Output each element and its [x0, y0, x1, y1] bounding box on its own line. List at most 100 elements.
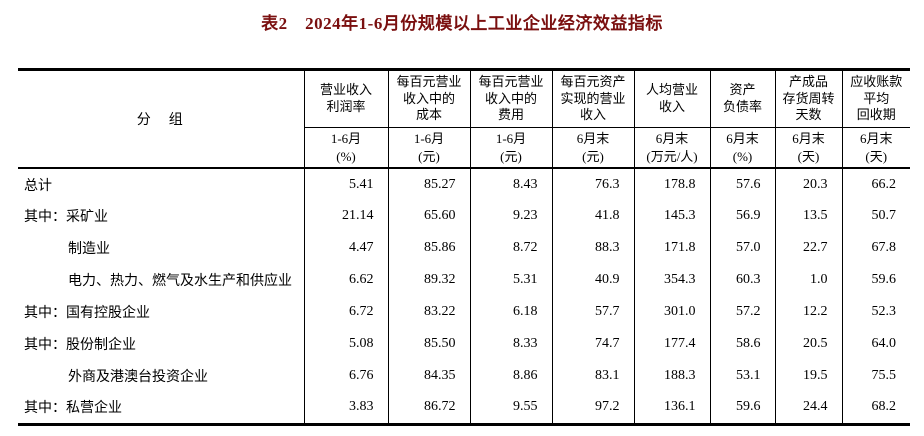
cell-value: 59.6: [841, 264, 910, 297]
cell-value: 1.0: [774, 264, 842, 297]
cell-value: 85.50: [387, 328, 470, 361]
cell-value: 60.3: [709, 264, 775, 297]
cell-value: 24.4: [774, 392, 842, 425]
row-label: 其中：采矿业: [24, 210, 108, 226]
cell-value: 40.9: [551, 264, 634, 297]
cell-value: 57.7: [551, 296, 634, 329]
cell-value: 5.31: [469, 264, 552, 297]
cell-value: 12.2: [774, 296, 842, 329]
cell-value: 177.4: [633, 328, 710, 361]
column-subheader-receivables-period: 6月末 (天): [841, 127, 910, 170]
cell-value: 6.62: [303, 264, 388, 297]
row-label: 总计: [24, 178, 52, 194]
economic-indicators-table: 分 组 营业收入 利润率 每百元营业 收入中的 成本 每百元营业 收入中的 费用…: [18, 68, 910, 426]
row-label: 外商及港澳台投资企业: [68, 370, 208, 386]
table-title: 表2 2024年1-6月份规模以上工业企业经济效益指标: [261, 14, 663, 33]
cell-value: 57.0: [709, 232, 775, 265]
cell-value: 22.7: [774, 232, 842, 265]
table-row-foreign-invested: 外商及港澳台投资企业 6.76 84.35 8.86 83.1 188.3 53…: [18, 360, 910, 393]
cell-value: 188.3: [633, 360, 710, 393]
cell-value: 76.3: [551, 168, 634, 201]
cell-value: 145.3: [633, 200, 710, 233]
cell-value: 354.3: [633, 264, 710, 297]
column-header-inventory-turnover: 产成品 存货周转 天数: [774, 69, 842, 128]
row-label: 制造业: [68, 242, 110, 258]
cell-value: 19.5: [774, 360, 842, 393]
column-header-receivables-period: 应收账款 平均 回收期: [841, 69, 910, 128]
column-subheader-profit-margin: 1-6月 (%): [303, 127, 388, 170]
cell-value: 56.9: [709, 200, 775, 233]
table-row-mining: 其中：采矿业 21.14 65.60 9.23 41.8 145.3 56.9 …: [18, 200, 910, 233]
table-row-private: 其中：私营企业 3.83 86.72 9.55 97.2 136.1 59.6 …: [18, 392, 910, 425]
cell-value: 74.7: [551, 328, 634, 361]
table-body: 总计 5.41 85.27 8.43 76.3 178.8 57.6 20.3 …: [18, 168, 910, 425]
cell-value: 9.23: [469, 200, 552, 233]
cell-value: 41.8: [551, 200, 634, 233]
table-row-total: 总计 5.41 85.27 8.43 76.3 178.8 57.6 20.3 …: [18, 168, 910, 201]
cell-value: 85.27: [387, 168, 470, 201]
cell-value: 8.43: [469, 168, 552, 201]
row-label: 其中：国有控股企业: [24, 306, 150, 322]
cell-value: 85.86: [387, 232, 470, 265]
cell-value: 75.5: [841, 360, 910, 393]
cell-value: 83.1: [551, 360, 634, 393]
cell-value: 3.83: [303, 392, 388, 425]
cell-value: 8.72: [469, 232, 552, 265]
cell-value: 21.14: [303, 200, 388, 233]
cell-value: 57.6: [709, 168, 775, 201]
cell-value: 83.22: [387, 296, 470, 329]
column-subheader-revenue-per-assets: 6月末 (元): [551, 127, 634, 170]
cell-value: 13.5: [774, 200, 842, 233]
column-header-debt-ratio: 资产 负债率: [709, 69, 775, 128]
cell-value: 20.5: [774, 328, 842, 361]
row-label: 电力、热力、燃气及水生产和供应业: [68, 274, 292, 290]
cell-value: 89.32: [387, 264, 470, 297]
row-label: 其中：私营企业: [24, 401, 122, 417]
cell-value: 5.08: [303, 328, 388, 361]
row-label: 其中：股份制企业: [24, 338, 136, 354]
header-row-titles: 分 组 营业收入 利润率 每百元营业 收入中的 成本 每百元营业 收入中的 费用…: [18, 69, 910, 170]
table-row-utilities: 电力、热力、燃气及水生产和供应业 6.62 89.32 5.31 40.9 35…: [18, 264, 910, 297]
column-header-group: 分 组: [18, 69, 304, 170]
cell-value: 66.2: [841, 168, 910, 201]
cell-value: 64.0: [841, 328, 910, 361]
cell-value: 171.8: [633, 232, 710, 265]
table-row-manufacturing: 制造业 4.47 85.86 8.72 88.3 171.8 57.0 22.7…: [18, 232, 910, 265]
cell-value: 301.0: [633, 296, 710, 329]
cell-value: 5.41: [303, 168, 388, 201]
cell-value: 57.2: [709, 296, 775, 329]
table-header: 分 组 营业收入 利润率 每百元营业 收入中的 成本 每百元营业 收入中的 费用…: [18, 69, 910, 170]
column-subheader-expense-per-100: 1-6月 (元): [469, 127, 552, 170]
cell-value: 6.76: [303, 360, 388, 393]
cell-value: 178.8: [633, 168, 710, 201]
column-header-revenue-per-assets: 每百元资产 实现的营业 收入: [551, 69, 634, 128]
cell-value: 97.2: [551, 392, 634, 425]
column-subheader-debt-ratio: 6月末 (%): [709, 127, 775, 170]
cell-value: 9.55: [469, 392, 552, 425]
column-header-revenue-per-capita: 人均营业 收入: [633, 69, 710, 128]
column-header-cost-per-100: 每百元营业 收入中的 成本: [387, 69, 470, 128]
column-header-profit-margin: 营业收入 利润率: [303, 69, 388, 128]
cell-value: 8.33: [469, 328, 552, 361]
cell-value: 68.2: [841, 392, 910, 425]
cell-value: 6.72: [303, 296, 388, 329]
table-row-shareholding: 其中：股份制企业 5.08 85.50 8.33 74.7 177.4 58.6…: [18, 328, 910, 361]
cell-value: 53.1: [709, 360, 775, 393]
column-subheader-inventory-turnover: 6月末 (天): [774, 127, 842, 170]
cell-value: 52.3: [841, 296, 910, 329]
column-subheader-cost-per-100: 1-6月 (元): [387, 127, 470, 170]
column-header-expense-per-100: 每百元营业 收入中的 费用: [469, 69, 552, 128]
cell-value: 65.60: [387, 200, 470, 233]
table-row-state-holding: 其中：国有控股企业 6.72 83.22 6.18 57.7 301.0 57.…: [18, 296, 910, 329]
cell-value: 88.3: [551, 232, 634, 265]
cell-value: 6.18: [469, 296, 552, 329]
cell-value: 86.72: [387, 392, 470, 425]
cell-value: 4.47: [303, 232, 388, 265]
cell-value: 8.86: [469, 360, 552, 393]
cell-value: 59.6: [709, 392, 775, 425]
cell-value: 136.1: [633, 392, 710, 425]
cell-value: 58.6: [709, 328, 775, 361]
cell-value: 20.3: [774, 168, 842, 201]
cell-value: 50.7: [841, 200, 910, 233]
